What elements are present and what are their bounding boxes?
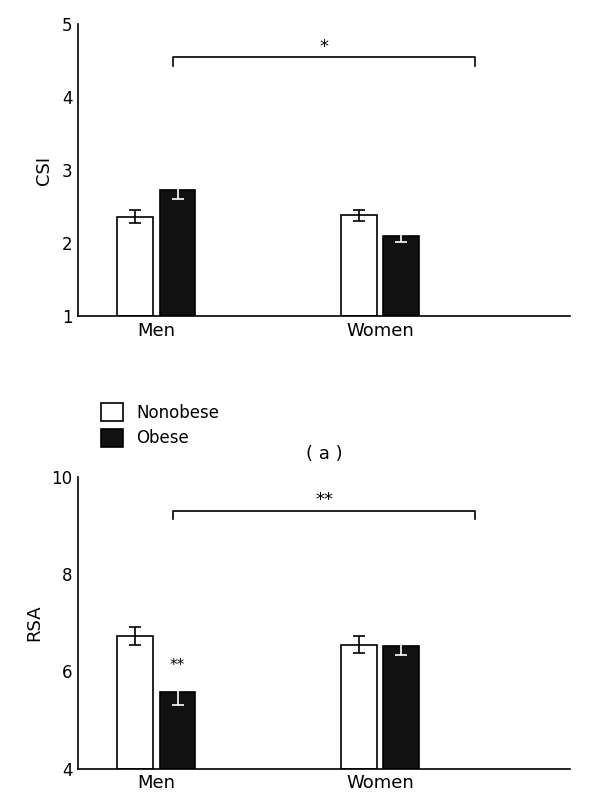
Bar — [383, 646, 419, 769]
Y-axis label: RSA: RSA — [25, 604, 43, 641]
Bar — [117, 636, 153, 769]
Bar — [117, 217, 153, 316]
Text: *: * — [319, 38, 329, 56]
Bar — [341, 215, 377, 316]
Y-axis label: CSI: CSI — [35, 155, 53, 184]
Bar — [341, 645, 377, 769]
Text: **: ** — [315, 491, 333, 510]
Text: ( a ): ( a ) — [305, 445, 343, 463]
Bar — [160, 692, 196, 769]
Bar — [383, 236, 419, 316]
Legend: Nonobese, Obese: Nonobese, Obese — [101, 403, 219, 447]
Text: **: ** — [170, 658, 185, 673]
Bar — [160, 190, 196, 316]
